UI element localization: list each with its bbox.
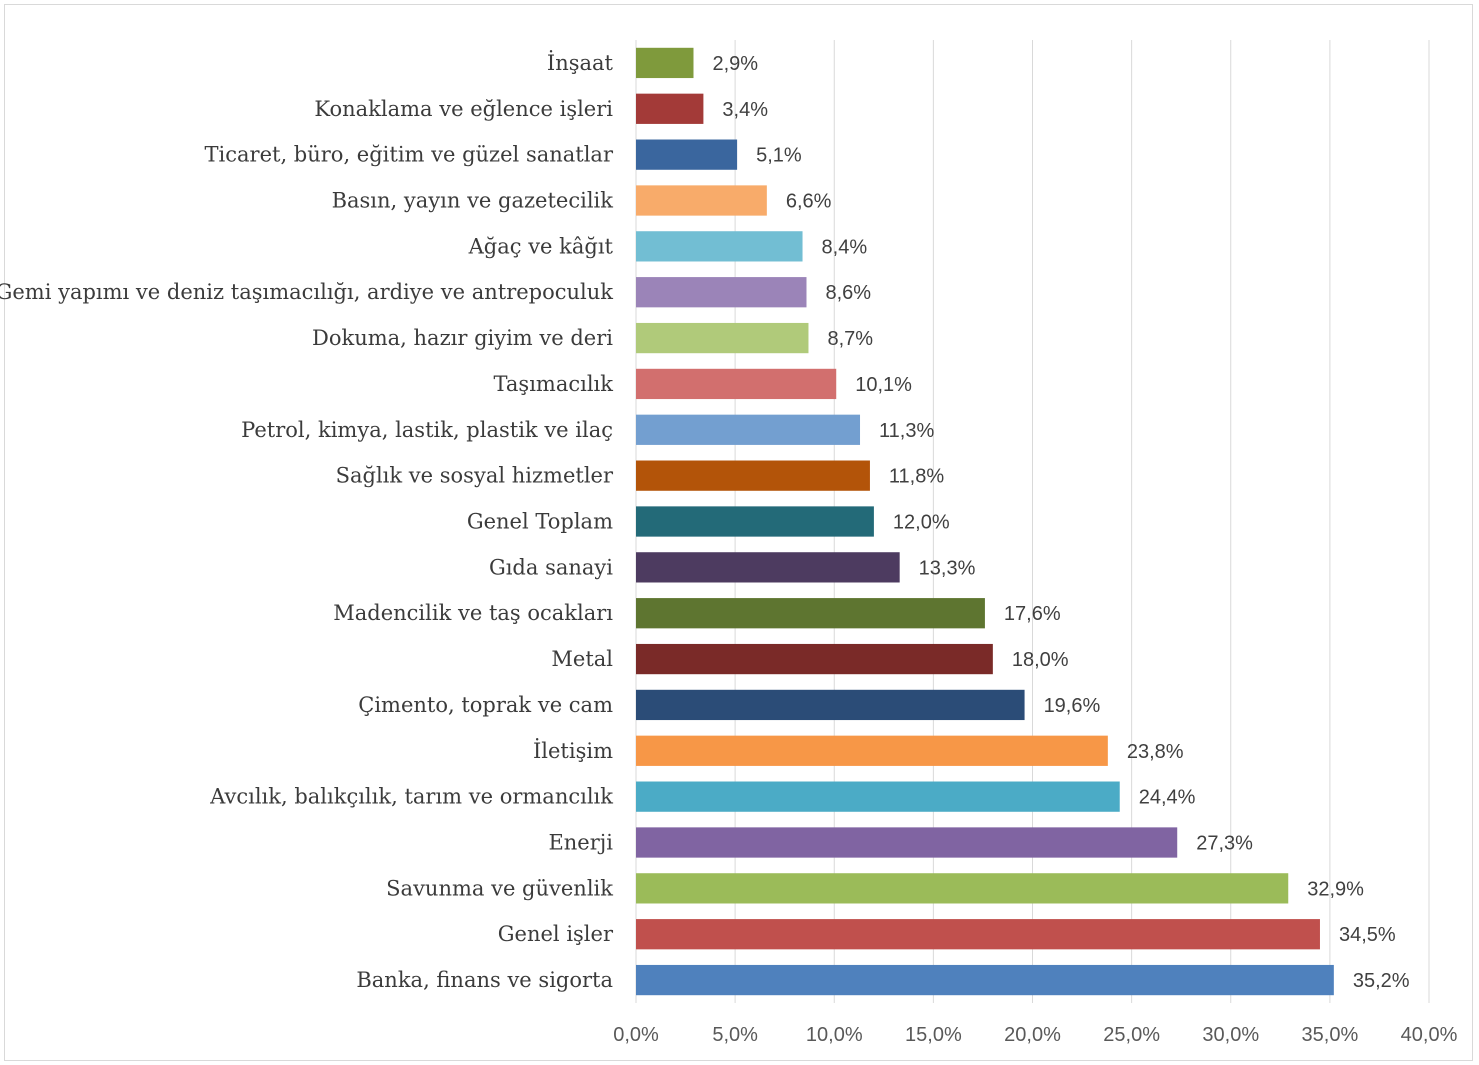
category-label: Çimento, toprak ve cam [358,693,613,717]
category-label: Genel Toplam [467,510,613,534]
category-label: İletişim [533,739,613,763]
bar [636,827,1178,858]
x-tick-label: 0,0% [613,1024,659,1046]
bar [636,93,704,124]
x-tick-label: 5,0% [712,1024,758,1046]
x-tick-label: 35,0% [1302,1024,1359,1046]
x-axis-ticks: 0,0% 5,0% 10,0% 15,0% 20,0% 25,0% 30,0% 35,0% 40… [613,1024,1457,1046]
data-label: 6,6% [786,191,832,213]
bar [636,919,1320,950]
bar [636,414,861,445]
data-label: 10,1% [855,374,912,396]
data-label: 8,6% [825,282,871,304]
bar [636,277,807,308]
data-label: 23,8% [1127,741,1184,763]
bar [636,231,803,262]
bar [636,964,1334,996]
x-tick-label: 15,0% [905,1024,962,1046]
category-label: Banka, finans ve sigorta [356,968,613,992]
category-label: Metal [551,647,613,671]
data-label: 18,0% [1012,649,1069,671]
category-label: Gıda sanayi [489,555,613,579]
x-tick-label: 10,0% [806,1024,863,1046]
bar [636,139,738,170]
category-label: İnşaat [547,51,614,75]
bar [636,598,985,629]
data-label: 3,4% [722,99,768,121]
data-label: 11,3% [879,420,934,442]
data-label: 24,4% [1139,787,1196,809]
bar [636,506,874,537]
x-tick-label: 40,0% [1401,1024,1458,1046]
data-label: 17,6% [1004,603,1061,625]
bar [636,643,993,675]
category-label: Taşımacılık [494,372,614,396]
bar [636,185,767,216]
category-label: Ağaç ve kâğıt [468,234,614,258]
bar [636,552,900,583]
category-labels: İnşaat Konaklama ve eğlence işleri Ticaret… [0,51,614,992]
x-tick-label: 20,0% [1004,1024,1061,1046]
bar [636,47,694,79]
data-label: 5,1% [756,145,802,167]
category-label: Dokuma, hazır giyim ve deri [312,326,613,350]
category-label: Ticaret, büro, eğitim ve güzel sanatlar [205,143,614,167]
category-label: Konaklama ve eğlence işleri [314,97,613,121]
data-label: 11,8% [889,466,944,488]
category-label: Genel işler [498,922,614,946]
x-tick-label: 25,0% [1103,1024,1160,1046]
category-label: Savunma ve güvenlik [386,876,613,900]
data-label: 19,6% [1044,695,1101,717]
bar [636,735,1108,766]
data-label: 35,2% [1353,970,1410,992]
category-label: Enerji [548,831,613,855]
data-label: 8,4% [822,236,868,258]
data-label: 27,3% [1196,833,1253,855]
data-label: 13,3% [919,557,976,579]
data-label: 32,9% [1307,878,1364,900]
category-label: Avcılık, balıkçılık, tarım ve ormancılık [209,785,613,809]
bar [636,322,809,354]
category-label: Petrol, kimya, lastik, plastik ve ilaç [241,418,613,442]
bar [636,873,1289,904]
data-labels: 2,9% 3,4% 5,1% 6,6% 8,4% 8,6% 8,7% 10,1% 11,3% 11… [712,53,1409,992]
data-label: 12,0% [893,512,950,534]
category-label: Basın, yayın ve gazetecilik [332,189,614,213]
category-label: Gemi yapımı ve deniz taşımacılığı, ardiy… [0,280,613,304]
bar [636,460,870,491]
data-label: 2,9% [712,53,758,75]
category-label: Madencilik ve taş ocakları [333,601,613,625]
bar [636,689,1025,721]
bars [636,47,1334,996]
x-tick-label: 30,0% [1202,1024,1259,1046]
data-label: 8,7% [827,328,873,350]
data-label: 34,5% [1339,924,1396,946]
category-label: Sağlık ve sosyal hizmetler [336,464,614,488]
bar [636,368,837,400]
bar [636,781,1120,812]
